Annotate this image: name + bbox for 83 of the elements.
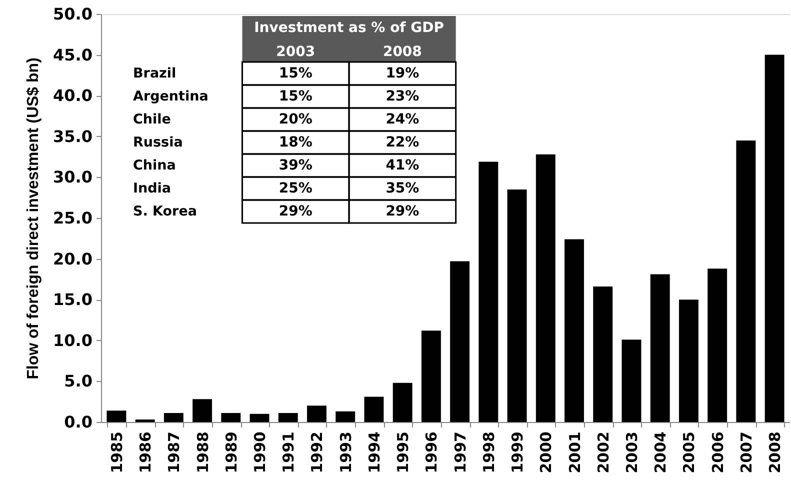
x-tick-label: 1999: [508, 432, 527, 474]
y-tick-label: 25.0: [53, 208, 92, 228]
x-tick-label: 1989: [222, 432, 240, 474]
category-label: Brazil: [133, 66, 176, 82]
bar: [507, 189, 527, 422]
category-label: S. Korea: [133, 204, 197, 220]
x-tick-label: 1998: [480, 432, 498, 474]
category-label: India: [133, 180, 172, 196]
x-tick-label: 1993: [336, 432, 355, 474]
category-label: 2008: [382, 44, 422, 60]
y-tick-label: 45.0: [53, 45, 92, 64]
x-tick-label: 2007: [737, 432, 756, 474]
bar: [307, 406, 326, 422]
category-label: China: [133, 158, 176, 174]
text: 39%: [278, 158, 312, 174]
bar: [421, 330, 441, 422]
x-tick-label: 2004: [652, 432, 670, 474]
x-tick-label: 2000: [537, 432, 556, 474]
x-tick-label: 1997: [451, 432, 470, 474]
bar: [221, 413, 241, 422]
bar: [364, 396, 384, 422]
x-tick-label: 2006: [708, 432, 727, 474]
x-tick-label: 1996: [422, 432, 441, 474]
x-tick-label: 2002: [594, 432, 612, 474]
x-tick-label: 2005: [680, 432, 698, 474]
y-tick-label: 15.0: [53, 290, 92, 310]
bar: [192, 399, 212, 422]
x-tick-label: 2003: [622, 432, 641, 474]
y-tick-label: 10.0: [53, 330, 92, 350]
y-axis-title: Flow of foreign direct investment (US$ bn): [25, 58, 42, 380]
x-tick-label: 1995: [394, 432, 412, 474]
x-tick-label: 1990: [251, 432, 270, 474]
y-tick-label: 5.0: [64, 372, 92, 391]
x-tick-label: 1988: [194, 432, 212, 474]
y-tick-label: 20.0: [53, 249, 92, 268]
x-tick-label: 1985: [108, 432, 126, 474]
bar: [650, 274, 670, 422]
text: 41%: [386, 158, 420, 174]
text: 15%: [278, 66, 312, 82]
bar: [336, 411, 356, 422]
text: 20%: [278, 112, 312, 128]
x-tick-label: 1994: [365, 432, 384, 474]
bar: [450, 261, 470, 422]
bar: [622, 340, 642, 422]
x-tick-label: 1987: [165, 432, 184, 474]
bar: [392, 382, 412, 422]
y-tick-label: 35.0: [53, 126, 92, 146]
text: 29%: [386, 204, 420, 220]
text: 18%: [278, 134, 312, 150]
bar: [250, 414, 270, 422]
bar: [764, 54, 784, 422]
bar: [593, 286, 613, 422]
category-label: Argentina: [133, 88, 208, 104]
x-tick-label: 1991: [280, 432, 298, 474]
category-label: 2003: [276, 44, 316, 60]
category-label: Russia: [133, 134, 183, 150]
text: 25%: [278, 180, 312, 196]
bar: [736, 140, 756, 422]
y-tick-label: 50.0: [53, 4, 92, 24]
y-tick-label: 40.0: [53, 86, 92, 106]
x-tick-label: 2001: [566, 432, 584, 474]
bar: [478, 162, 498, 422]
bar: [678, 300, 698, 422]
y-tick-label: 0.0: [64, 412, 92, 432]
text: 19%: [386, 66, 420, 82]
text: 35%: [386, 180, 420, 196]
text: 24%: [386, 112, 420, 128]
bar: [708, 268, 728, 422]
text: 29%: [278, 204, 312, 220]
x-tick-label: 1992: [308, 432, 326, 474]
y-tick-label: 30.0: [53, 168, 92, 187]
bar: [564, 239, 584, 422]
text: 22%: [386, 134, 420, 150]
text: 23%: [386, 88, 420, 104]
bar: [536, 154, 556, 422]
x-tick-label: 2008: [766, 432, 784, 474]
text: 15%: [278, 88, 312, 104]
bar: [278, 413, 298, 422]
bar: [106, 410, 126, 422]
x-tick-label: 1986: [136, 432, 155, 474]
bar: [164, 413, 184, 422]
text: Investment as % of GDP: [254, 20, 444, 36]
category-label: Chile: [133, 112, 171, 128]
